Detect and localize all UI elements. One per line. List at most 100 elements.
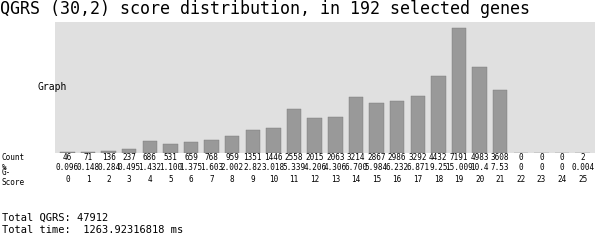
Text: Total time:  1263.92316818 ms: Total time: 1263.92316818 ms	[2, 225, 183, 234]
Text: 2986: 2986	[388, 154, 406, 162]
Text: 2558: 2558	[285, 154, 304, 162]
Text: 12: 12	[310, 176, 319, 184]
Text: 2.82: 2.82	[244, 164, 262, 172]
Text: 7: 7	[209, 176, 214, 184]
Text: 3: 3	[127, 176, 131, 184]
Text: 7.53: 7.53	[491, 164, 509, 172]
Text: 10: 10	[269, 176, 278, 184]
Text: 2: 2	[106, 176, 111, 184]
Text: 14: 14	[351, 176, 361, 184]
Text: 24: 24	[557, 176, 566, 184]
Text: 2063: 2063	[326, 154, 344, 162]
Bar	[349, 97, 363, 153]
Text: Total QGRS: 47912: Total QGRS: 47912	[2, 213, 108, 223]
Bar	[287, 109, 301, 153]
Bar	[184, 142, 198, 153]
Text: 1.375: 1.375	[179, 164, 203, 172]
Text: 3214: 3214	[347, 154, 365, 162]
Text: 18: 18	[434, 176, 443, 184]
Text: G-
Score: G- Score	[2, 168, 25, 187]
Text: 4.306: 4.306	[324, 164, 347, 172]
Y-axis label: Graph: Graph	[38, 83, 67, 92]
Text: 0: 0	[560, 164, 565, 172]
Text: 0: 0	[65, 176, 70, 184]
Text: 16: 16	[392, 176, 402, 184]
Text: 5.984: 5.984	[365, 164, 388, 172]
Bar	[266, 128, 281, 153]
Text: 13: 13	[331, 176, 340, 184]
Bar	[81, 152, 95, 153]
Text: 1.603: 1.603	[200, 164, 223, 172]
Text: 3608: 3608	[491, 154, 509, 162]
Text: 2.002: 2.002	[221, 164, 244, 172]
Text: 10.4: 10.4	[470, 164, 489, 172]
Text: 0.148: 0.148	[76, 164, 100, 172]
Text: 4983: 4983	[470, 154, 489, 162]
Bar	[328, 117, 343, 153]
Text: 1.100: 1.100	[159, 164, 182, 172]
Text: 7191: 7191	[450, 154, 468, 162]
Text: 9.25: 9.25	[429, 164, 448, 172]
Text: 8: 8	[230, 176, 235, 184]
Text: 0.495: 0.495	[118, 164, 141, 172]
Text: 71: 71	[83, 154, 92, 162]
Bar	[225, 136, 239, 153]
Bar	[493, 90, 508, 153]
Text: 0: 0	[539, 154, 544, 162]
Text: 3.018: 3.018	[262, 164, 285, 172]
Bar	[472, 66, 487, 153]
Text: 959: 959	[226, 154, 239, 162]
Text: 4: 4	[148, 176, 152, 184]
Text: 21: 21	[496, 176, 505, 184]
Text: 1351: 1351	[244, 154, 262, 162]
Text: 46: 46	[63, 154, 72, 162]
Text: 17: 17	[413, 176, 422, 184]
Text: 2015: 2015	[305, 154, 324, 162]
Text: 20: 20	[475, 176, 484, 184]
Text: 4.206: 4.206	[303, 164, 326, 172]
Text: 3292: 3292	[409, 154, 427, 162]
Bar	[101, 151, 116, 153]
Text: 5.339: 5.339	[283, 164, 305, 172]
Bar	[390, 101, 404, 153]
Text: 1: 1	[86, 176, 90, 184]
Text: QGRS (30,2) score distribution, in 192 selected genes: QGRS (30,2) score distribution, in 192 s…	[0, 0, 530, 18]
Text: 0: 0	[518, 154, 523, 162]
Text: 2: 2	[580, 154, 585, 162]
Bar	[205, 140, 219, 153]
Bar	[143, 141, 157, 153]
Text: 6: 6	[189, 176, 193, 184]
Bar	[431, 76, 446, 153]
Text: 15.009: 15.009	[445, 164, 473, 172]
Text: 9: 9	[251, 176, 255, 184]
Text: 0: 0	[539, 164, 544, 172]
Text: 1446: 1446	[264, 154, 283, 162]
Text: 11: 11	[289, 176, 299, 184]
Bar	[370, 103, 384, 153]
Text: 6.232: 6.232	[386, 164, 409, 172]
Text: 686: 686	[143, 154, 157, 162]
Bar	[122, 149, 136, 153]
Text: 0.284: 0.284	[97, 164, 120, 172]
Text: 2867: 2867	[367, 154, 386, 162]
Text: 1.432: 1.432	[138, 164, 161, 172]
Text: 19: 19	[454, 176, 464, 184]
Text: 6.700: 6.700	[344, 164, 367, 172]
Text: 22: 22	[516, 176, 526, 184]
Text: 5: 5	[168, 176, 173, 184]
Text: 25: 25	[578, 176, 587, 184]
Text: 23: 23	[537, 176, 546, 184]
Text: 0: 0	[518, 164, 523, 172]
Bar	[163, 144, 178, 153]
Text: 6.871: 6.871	[406, 164, 430, 172]
Text: %: %	[2, 164, 7, 172]
Bar	[245, 130, 260, 153]
Bar	[410, 96, 425, 153]
Text: Count: Count	[2, 154, 25, 162]
Text: 659: 659	[184, 154, 198, 162]
Text: 768: 768	[205, 154, 218, 162]
Text: 237: 237	[122, 154, 136, 162]
Bar	[307, 118, 322, 153]
Text: 0.096: 0.096	[56, 164, 79, 172]
Bar	[452, 28, 466, 153]
